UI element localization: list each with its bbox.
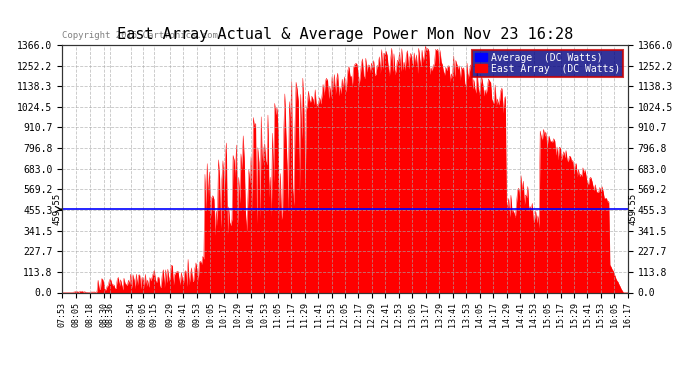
Text: 459.55: 459.55: [52, 193, 61, 225]
Title: East Array Actual & Average Power Mon Nov 23 16:28: East Array Actual & Average Power Mon No…: [117, 27, 573, 42]
Legend: Average  (DC Watts), East Array  (DC Watts): Average (DC Watts), East Array (DC Watts…: [473, 50, 623, 76]
Text: Copyright 2015 Cartronics.com: Copyright 2015 Cartronics.com: [62, 31, 218, 40]
Text: 459.55: 459.55: [629, 193, 638, 225]
